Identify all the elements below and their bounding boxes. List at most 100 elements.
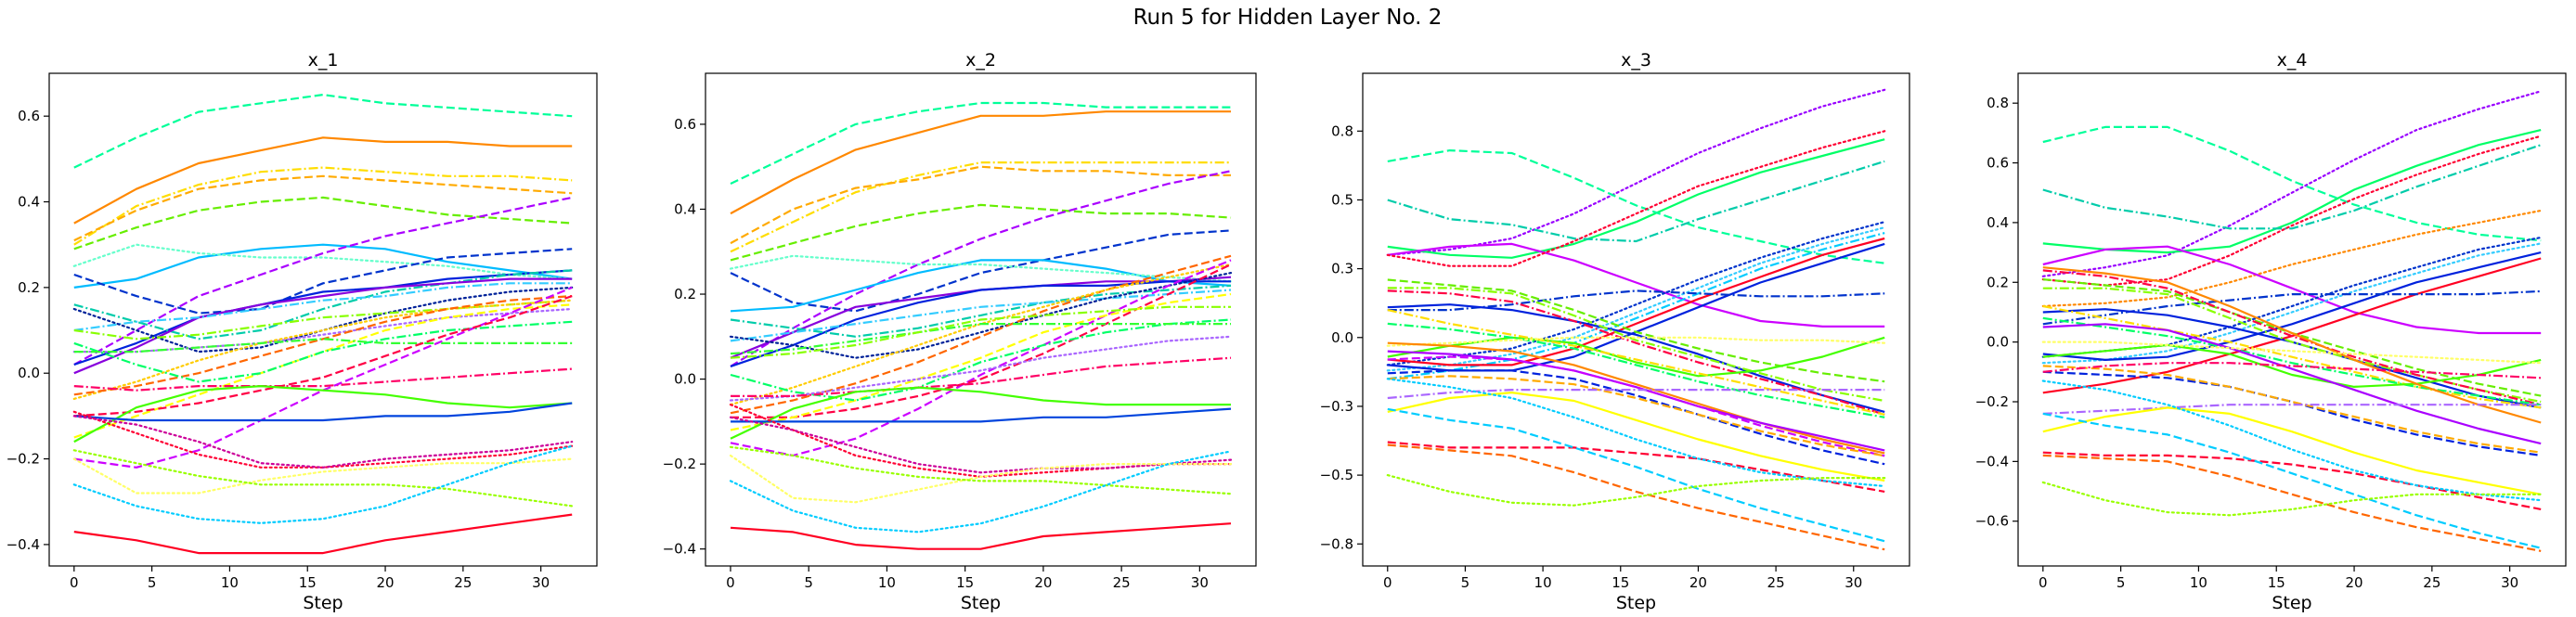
series-line-1: [73, 93, 573, 169]
series-line-32: [1386, 473, 1886, 507]
series-line-26: [731, 407, 1232, 423]
series-line-25: [2041, 341, 2543, 365]
series-line-7: [1386, 221, 1886, 366]
series-line-2: [73, 136, 573, 225]
x-axis-label: Step: [2272, 593, 2311, 613]
y-tick-label: 0.0: [1987, 334, 2009, 351]
y-tick-label: 0.0: [674, 371, 696, 388]
series-line-28: [2041, 379, 2543, 502]
series-line-14: [1387, 278, 1885, 383]
series-line-11: [1387, 242, 1885, 372]
series-line-20: [2042, 266, 2542, 424]
series-line-8: [73, 196, 573, 366]
x-tick-label: 0: [1383, 574, 1392, 591]
series-line-8: [2041, 236, 2543, 358]
y-tick-label: 0.2: [18, 279, 40, 296]
y-tick-label: −0.4: [1975, 453, 2009, 469]
x-tick-label: 30: [532, 574, 550, 591]
series-line-9: [2041, 242, 2543, 365]
series-line-15: [72, 307, 574, 353]
x-tick-label: 15: [299, 574, 317, 591]
axes-frame: [1362, 72, 1910, 567]
series-line-18: [1387, 309, 1885, 416]
series-line-5: [73, 196, 573, 251]
series-line-20: [730, 318, 1232, 402]
series-line-5: [1387, 242, 1885, 328]
plot-area: [1386, 88, 1886, 551]
series-line-29: [729, 454, 1233, 504]
series-line-8: [1386, 226, 1886, 372]
series-line-19: [2042, 343, 2542, 388]
x-tick-label: 25: [1767, 574, 1785, 591]
x-tick-label: 30: [2501, 574, 2518, 591]
series-line-25: [73, 385, 573, 443]
series-line-19: [1387, 322, 1885, 418]
series-line-7: [72, 243, 574, 280]
series-line-18: [731, 264, 1232, 418]
series-line-16: [73, 299, 573, 341]
series-line-26: [73, 402, 573, 422]
y-tick-label: −0.6: [1975, 513, 2009, 530]
subplots: 0 5 10 15 20 25 30−0.4−0.20.00.20.40.6x_1Step0…: [6, 50, 2567, 613]
y-tick-label: 0.2: [1987, 274, 2009, 290]
x-tick-label: 20: [1034, 574, 1052, 591]
series-line-18: [2042, 316, 2542, 406]
series-line-13: [73, 282, 573, 332]
series-line-7: [2042, 245, 2542, 335]
series-line-15: [1387, 287, 1885, 403]
x-tick-label: 25: [454, 574, 472, 591]
plot-area: [2041, 90, 2543, 552]
x-tick-label: 30: [1845, 574, 1862, 591]
series-line-31: [72, 444, 574, 524]
y-tick-label: −0.2: [6, 451, 40, 468]
series-line-24: [73, 295, 573, 418]
y-tick-label: 0.4: [18, 194, 40, 211]
y-tick-label: 0.4: [1987, 214, 2009, 231]
subplot-3: 0 5 10 15 20 25 30 −0.8 −0.5 −0.3 0.0 0.3 0.5 0.8 x_3 S…: [1320, 50, 1910, 613]
x-tick-label: 15: [1612, 574, 1629, 591]
plot-area: [729, 101, 1233, 550]
series-line-4: [73, 174, 573, 242]
series-line-32: [730, 522, 1232, 550]
series-line-25: [730, 386, 1231, 440]
series-line-22: [2042, 370, 2542, 456]
series-line-22: [1387, 350, 1885, 452]
series-line-28: [729, 416, 1233, 474]
x-tick-label: 10: [221, 574, 239, 591]
x-tick-label: 15: [956, 574, 974, 591]
y-tick-label: −0.4: [663, 541, 696, 558]
series-line-23: [1387, 369, 1885, 466]
series-line-1: [1386, 88, 1886, 256]
series-line-3: [1387, 149, 1885, 264]
series-line-19: [730, 292, 1232, 431]
series-line-10: [1387, 237, 1885, 366]
series-line-3: [2042, 125, 2542, 242]
y-tick-label: 0.5: [1331, 191, 1353, 208]
series-line-31: [1387, 443, 1885, 551]
series-line-8: [730, 259, 1232, 313]
series-line-12: [1387, 289, 1885, 312]
y-tick-label: −0.2: [1975, 393, 2009, 410]
y-tick-label: −0.2: [663, 456, 696, 472]
series-line-26: [2042, 406, 2542, 495]
series-line-24: [731, 356, 1232, 397]
series-line-2: [1387, 138, 1885, 259]
figure-title: Run 5 for Hidden Layer No. 2: [1133, 6, 1443, 30]
y-tick-label: 0.8: [1987, 95, 2009, 111]
series-line-30: [1387, 407, 1885, 543]
series-line-11: [730, 280, 1231, 367]
x-tick-label: 10: [2190, 574, 2207, 591]
x-tick-label: 10: [878, 574, 896, 591]
series-line-22: [730, 305, 1231, 359]
series-line-21: [730, 323, 1231, 355]
x-tick-label: 30: [1191, 574, 1209, 591]
plot-area: [72, 93, 574, 555]
series-line-16: [729, 263, 1233, 406]
series-line-5: [730, 203, 1232, 262]
x-tick-label: 25: [1113, 574, 1131, 591]
series-line-3: [73, 166, 573, 246]
series-line-4: [1387, 160, 1885, 243]
x-tick-label: 0: [2039, 574, 2048, 591]
series-line-31: [2041, 481, 2543, 517]
